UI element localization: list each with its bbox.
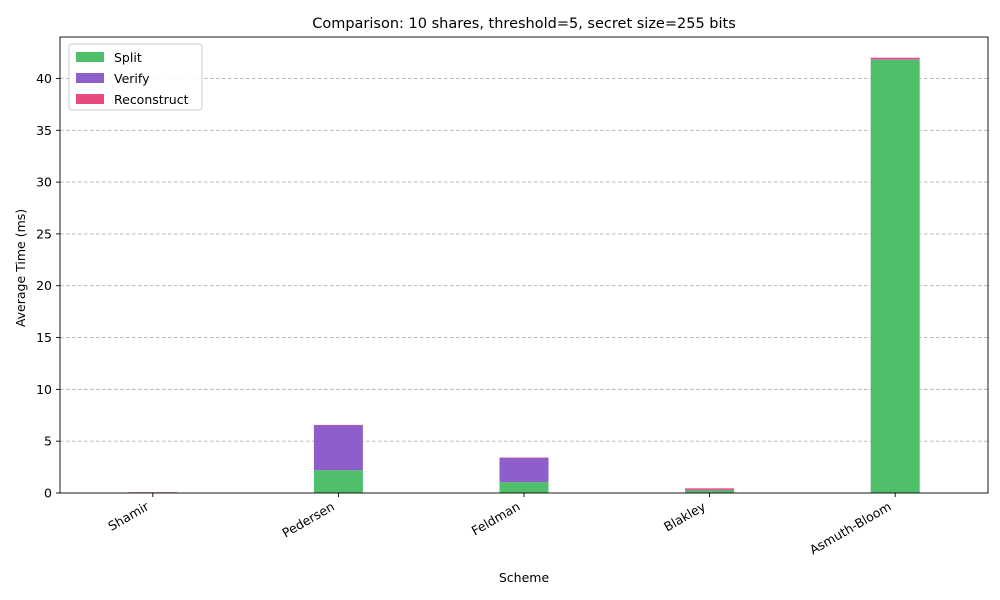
legend-swatch bbox=[76, 94, 104, 104]
legend-label: Split bbox=[114, 50, 142, 65]
y-tick-label: 0 bbox=[44, 486, 52, 501]
bar-segment-verify bbox=[685, 489, 735, 491]
legend-swatch bbox=[76, 52, 104, 62]
bar-segment-verify bbox=[499, 457, 549, 483]
x-tick-label: Shamir bbox=[105, 498, 152, 534]
bar-segment-split bbox=[499, 482, 549, 493]
y-tick-label: 30 bbox=[36, 175, 52, 190]
x-axis-label: Scheme bbox=[499, 570, 550, 585]
y-tick-label: 40 bbox=[36, 71, 52, 86]
bar-segment-reconstruct bbox=[499, 457, 549, 459]
legend-label: Verify bbox=[114, 71, 150, 86]
x-tick-label: Pedersen bbox=[279, 499, 336, 541]
bar-segment-split bbox=[313, 470, 363, 493]
y-axis-label: Average Time (ms) bbox=[13, 209, 28, 327]
y-tick-label: 25 bbox=[36, 226, 52, 241]
y-tick-label: 5 bbox=[44, 434, 52, 449]
bar-segment-reconstruct bbox=[685, 488, 735, 490]
legend-swatch bbox=[76, 73, 104, 83]
bar-segment-split bbox=[870, 59, 920, 494]
grid-lines bbox=[60, 78, 988, 442]
bar-segment-reconstruct bbox=[313, 424, 363, 426]
bars bbox=[128, 57, 920, 494]
y-tick-label: 20 bbox=[36, 278, 52, 293]
y-tick-label: 10 bbox=[36, 382, 52, 397]
legend-label: Reconstruct bbox=[114, 92, 189, 107]
y-tick-label: 35 bbox=[36, 123, 52, 138]
bar-segment-reconstruct bbox=[128, 492, 178, 493]
chart-title: Comparison: 10 shares, threshold=5, secr… bbox=[312, 16, 736, 32]
plot-frame bbox=[59, 36, 989, 494]
x-tick-label: Asmuth-Bloom bbox=[807, 499, 894, 558]
legend: Split Verify Reconstruct bbox=[68, 43, 203, 111]
bar-segment-verify bbox=[313, 425, 363, 471]
x-tick-label: Blakley bbox=[661, 498, 708, 534]
bar-segment-reconstruct bbox=[870, 57, 920, 60]
y-tick-label: 15 bbox=[36, 330, 52, 345]
bar-segment-split bbox=[685, 490, 735, 493]
x-tick-label: Feldman bbox=[469, 499, 523, 539]
bar-segment-verify bbox=[870, 59, 920, 60]
